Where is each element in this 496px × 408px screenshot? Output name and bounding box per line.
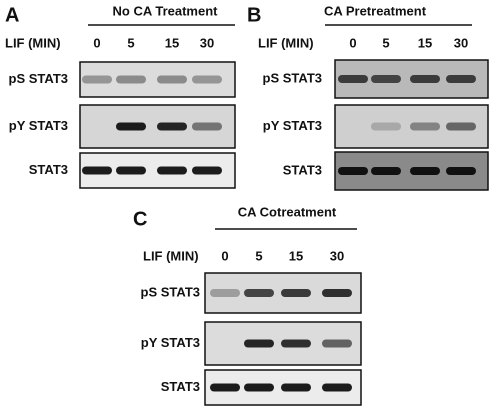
band bbox=[371, 75, 401, 83]
timepoint: 15 bbox=[165, 35, 179, 50]
row-label: pY STAT3 bbox=[263, 118, 322, 133]
timepoint: 5 bbox=[382, 35, 389, 50]
timepoint: 5 bbox=[255, 248, 262, 263]
lif-label: LIF (MIN) bbox=[143, 248, 199, 263]
row-label: STAT3 bbox=[29, 162, 68, 177]
row-label: pY STAT3 bbox=[9, 118, 68, 133]
band bbox=[157, 122, 187, 131]
band bbox=[192, 122, 222, 131]
band bbox=[244, 383, 274, 392]
timepoint: 0 bbox=[221, 248, 228, 263]
lif-label: LIF (MIN) bbox=[258, 35, 314, 50]
band bbox=[371, 167, 401, 175]
row-label: STAT3 bbox=[283, 162, 322, 177]
timepoint: 30 bbox=[330, 248, 344, 263]
band bbox=[210, 383, 240, 392]
band bbox=[410, 75, 440, 83]
timepoint: 0 bbox=[349, 35, 356, 50]
band bbox=[82, 75, 112, 84]
row-label: pS STAT3 bbox=[263, 70, 322, 85]
panel-title: No CA Treatment bbox=[113, 3, 219, 18]
band bbox=[322, 383, 352, 392]
band bbox=[116, 122, 146, 131]
band bbox=[244, 289, 274, 297]
timepoint: 5 bbox=[127, 35, 134, 50]
band bbox=[82, 166, 112, 175]
band bbox=[157, 75, 187, 84]
panel-letter: B bbox=[247, 4, 261, 26]
band bbox=[281, 383, 311, 392]
panel-letter: A bbox=[5, 4, 19, 26]
band bbox=[116, 166, 146, 175]
panel-title: CA Pretreatment bbox=[324, 3, 427, 18]
band bbox=[446, 122, 476, 131]
band bbox=[322, 339, 352, 348]
timepoint: 30 bbox=[200, 35, 214, 50]
band bbox=[281, 339, 311, 348]
band bbox=[410, 167, 440, 175]
row-label: pS STAT3 bbox=[9, 71, 68, 86]
lif-label: LIF (MIN) bbox=[5, 35, 61, 50]
band bbox=[410, 122, 440, 131]
band bbox=[244, 339, 274, 348]
band bbox=[192, 166, 222, 175]
band bbox=[371, 122, 401, 131]
band bbox=[157, 166, 187, 175]
panel-title: CA Cotreatment bbox=[238, 204, 337, 219]
timepoint: 15 bbox=[289, 248, 303, 263]
timepoint: 0 bbox=[93, 35, 100, 50]
band bbox=[338, 75, 368, 83]
band bbox=[446, 167, 476, 175]
timepoint: 30 bbox=[454, 35, 468, 50]
band bbox=[281, 289, 311, 297]
timepoint: 15 bbox=[418, 35, 432, 50]
band bbox=[192, 75, 222, 84]
row-label: pS STAT3 bbox=[141, 284, 200, 299]
band bbox=[338, 167, 368, 175]
panel-letter: C bbox=[133, 208, 147, 230]
blot-box bbox=[79, 61, 236, 98]
band bbox=[322, 289, 352, 297]
row-label: STAT3 bbox=[161, 379, 200, 394]
band bbox=[116, 75, 146, 84]
band bbox=[446, 75, 476, 83]
row-label: pY STAT3 bbox=[141, 335, 200, 350]
band bbox=[210, 289, 240, 297]
